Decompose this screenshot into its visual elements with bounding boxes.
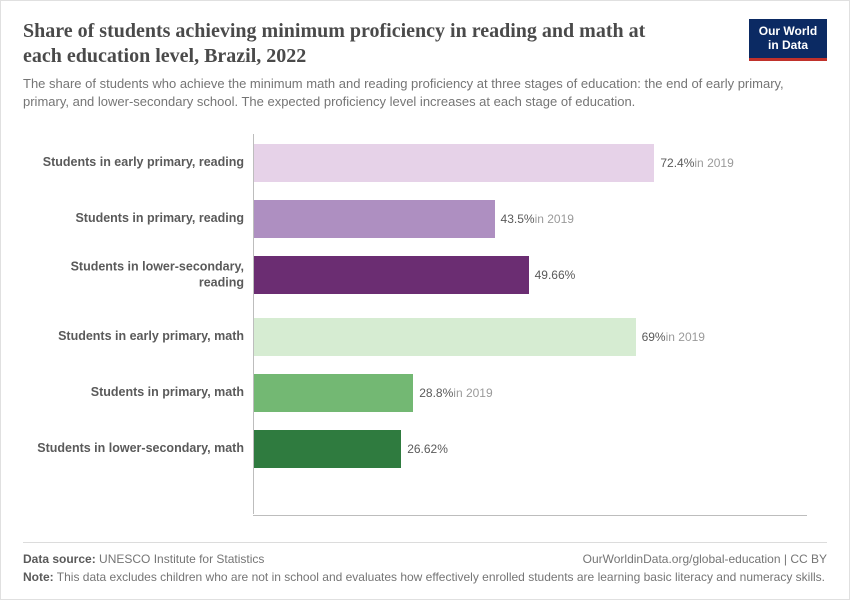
bar-label: Students in early primary, math bbox=[36, 329, 254, 345]
source-label: Data source: bbox=[23, 552, 96, 566]
chart-container: Our World in Data Share of students achi… bbox=[0, 0, 850, 600]
chart-title: Share of students achieving minimum prof… bbox=[23, 19, 663, 69]
bar-label: Students in lower-secondary, reading bbox=[36, 259, 254, 290]
plot-area: Students in early primary, reading72.4%i… bbox=[253, 134, 807, 514]
bar-value-label: 72.4%in 2019 bbox=[660, 156, 733, 170]
bar bbox=[254, 374, 413, 412]
bar-row: Students in early primary, reading72.4%i… bbox=[254, 142, 807, 184]
bar-row: Students in early primary, math69%in 201… bbox=[254, 316, 807, 358]
bar-label: Students in lower-secondary, math bbox=[36, 441, 254, 457]
bar-year-suffix: in 2019 bbox=[453, 386, 492, 400]
chart-area: Students in early primary, reading 72.4%i… bbox=[23, 134, 827, 542]
bar-row: Students in lower-secondary, reading49.6… bbox=[254, 254, 807, 296]
bar-row: Students in primary, math28.8%in 2019 bbox=[254, 372, 807, 414]
bar-year-suffix: in 2019 bbox=[694, 156, 733, 170]
bar-value-label: 28.8%in 2019 bbox=[419, 386, 492, 400]
bar-row: Students in primary, reading43.5%in 2019 bbox=[254, 198, 807, 240]
bar bbox=[254, 318, 636, 356]
logo-line1: Our World bbox=[759, 24, 817, 38]
bar-row: Students in lower-secondary, math26.62% bbox=[254, 428, 807, 470]
bar-label: Students in early primary, reading bbox=[36, 155, 254, 171]
bar bbox=[254, 430, 401, 468]
bar-year-suffix: in 2019 bbox=[666, 330, 705, 344]
bar-year-suffix: in 2019 bbox=[535, 212, 574, 226]
footer-note: Note: This data excludes children who ar… bbox=[23, 569, 827, 585]
data-source: Data source: UNESCO Institute for Statis… bbox=[23, 551, 264, 567]
bar bbox=[254, 256, 529, 294]
note-label: Note: bbox=[23, 570, 54, 584]
attribution: OurWorldinData.org/global-education | CC… bbox=[583, 551, 827, 567]
bar-label: Students in primary, math bbox=[36, 385, 254, 401]
footer-top-row: Data source: UNESCO Institute for Statis… bbox=[23, 551, 827, 567]
logo-line2: in Data bbox=[768, 38, 808, 52]
bar-value-label: 26.62% bbox=[407, 442, 448, 456]
bar-label: Students in primary, reading bbox=[36, 211, 254, 227]
bar bbox=[254, 200, 495, 238]
header: Our World in Data Share of students achi… bbox=[23, 19, 827, 110]
x-axis-line bbox=[253, 515, 807, 516]
bar-value-label: 69%in 2019 bbox=[642, 330, 705, 344]
source-text: UNESCO Institute for Statistics bbox=[99, 552, 264, 566]
footer: Data source: UNESCO Institute for Statis… bbox=[23, 542, 827, 585]
bar bbox=[254, 144, 654, 182]
bar-value-label: 49.66% bbox=[535, 268, 576, 282]
note-text: This data excludes children who are not … bbox=[57, 570, 825, 584]
bar-value-label: 43.5%in 2019 bbox=[501, 212, 574, 226]
chart-subtitle: The share of students who achieve the mi… bbox=[23, 75, 813, 110]
owid-logo: Our World in Data bbox=[749, 19, 827, 61]
